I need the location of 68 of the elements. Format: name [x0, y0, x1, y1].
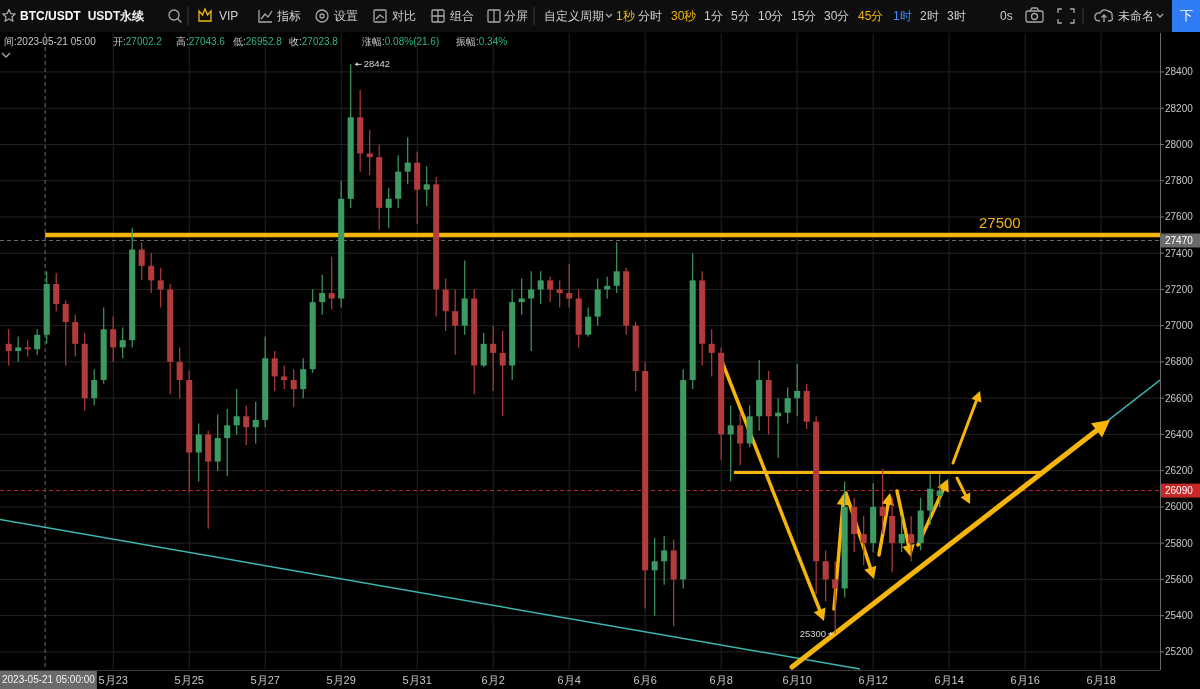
text: 0s [1000, 9, 1013, 23]
text: 1秒 [616, 9, 635, 23]
y-tick-label: 27400 [1165, 247, 1194, 259]
y-tick-label: 28200 [1165, 102, 1194, 114]
ref-line-label: 2023-05-21 05:00:00 [2, 674, 96, 685]
text: 对比 [392, 9, 416, 23]
y-tick-label: 26400 [1165, 428, 1194, 440]
annotation: 涨幅:0.08%(21.6) [362, 36, 440, 47]
x-tick-label: 6月4 [557, 674, 581, 686]
text: 1分 [704, 9, 723, 23]
y-tick-label: 27600 [1165, 211, 1194, 223]
text: VIP [219, 9, 239, 23]
y-tick-label: 26600 [1165, 392, 1194, 404]
annotation: 25300 [799, 627, 827, 639]
ref-line-label: 26090 [1165, 485, 1194, 497]
annotation: 间:2023-05-21 05:00 [4, 36, 97, 47]
annotation: 开:27002.2 [113, 36, 163, 47]
x-tick-label: 6月18 [1086, 674, 1116, 686]
text: 分屏 [504, 9, 528, 23]
annotation: 收:27023.8 [289, 36, 339, 47]
annotation: 高:27043.6 [176, 36, 226, 47]
y-tick-label: 25400 [1165, 610, 1194, 622]
x-tick-label: 6月8 [709, 674, 733, 686]
x-tick-label: 6月14 [934, 674, 964, 686]
y-tick-label: 27200 [1165, 283, 1194, 295]
text: 2时 [920, 9, 939, 23]
y-tick-label: 25200 [1165, 646, 1194, 658]
x-tick-label: 5月29 [326, 674, 356, 686]
y-tick-label: 28000 [1165, 138, 1194, 150]
text: 3时 [947, 9, 966, 23]
y-tick-label: 25800 [1165, 537, 1194, 549]
text: 15分 [791, 9, 817, 23]
x-tick-label: 5月31 [402, 674, 432, 686]
annotation: 振幅:0.34% [456, 36, 508, 47]
x-tick-label: 6月2 [481, 674, 505, 686]
text: 30分 [824, 9, 850, 23]
y-tick-label: 26000 [1165, 501, 1194, 513]
annotation: 低:26952.8 [233, 36, 283, 47]
text: 45分 [858, 9, 884, 23]
x-tick-label: 5月27 [250, 674, 280, 686]
x-tick-label: 5月23 [98, 674, 128, 686]
text: 分时 [638, 9, 662, 23]
text: 指标 [276, 9, 301, 23]
text: 1时 [893, 9, 912, 23]
text: 组合 [450, 9, 474, 23]
text: 30秒 [671, 9, 697, 23]
x-tick-label: 6月12 [858, 674, 888, 686]
text: 下 [1180, 8, 1193, 23]
ref-line-label: 27470 [1165, 235, 1194, 246]
y-tick-label: 26800 [1165, 356, 1194, 368]
x-tick-label: 6月6 [633, 674, 657, 686]
x-tick-label: 6月16 [1010, 674, 1040, 686]
annotation: 28442 [363, 58, 391, 70]
annotation: 27500 [978, 214, 1021, 232]
text: 设置 [334, 9, 358, 23]
y-tick-label: 28400 [1165, 66, 1194, 78]
y-tick-label: 27800 [1165, 175, 1194, 187]
y-tick-label: 25600 [1165, 573, 1194, 585]
chart-subtitle: USDT永续 [87, 9, 146, 23]
chart-title: BTC/USDT [20, 9, 82, 23]
text: 自定义周期 [544, 9, 604, 23]
text: 未命名 [1118, 9, 1154, 23]
text: 10分 [758, 9, 784, 23]
y-tick-label: 27000 [1165, 320, 1194, 332]
x-tick-label: 6月10 [782, 674, 812, 686]
text: 5分 [731, 9, 750, 23]
x-tick-label: 5月25 [174, 674, 204, 686]
y-tick-label: 26200 [1165, 465, 1194, 477]
